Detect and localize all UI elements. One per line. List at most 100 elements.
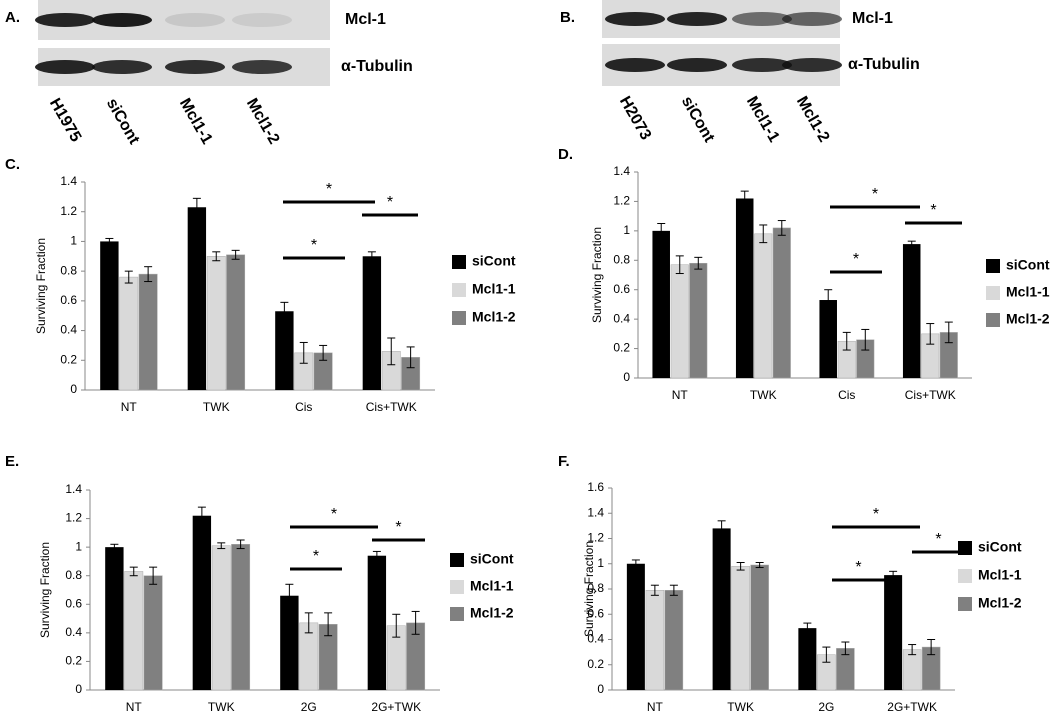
y-tick-label: 1.2 bbox=[587, 531, 604, 545]
significance-star: * bbox=[872, 186, 878, 203]
blot-band bbox=[232, 60, 292, 74]
legend-swatch bbox=[450, 607, 464, 621]
error-bar bbox=[129, 566, 138, 577]
y-tick-label: 0.4 bbox=[613, 311, 630, 325]
error-bar bbox=[755, 561, 764, 569]
x-tick-label: 2G bbox=[818, 700, 834, 714]
bar bbox=[884, 575, 903, 690]
error-bar bbox=[387, 337, 396, 366]
error-bar bbox=[717, 520, 726, 537]
legend-label: Mcl1-2 bbox=[978, 595, 1022, 611]
error-bar bbox=[759, 224, 768, 244]
panel-label: B. bbox=[560, 9, 575, 26]
significance-star: * bbox=[313, 548, 319, 565]
y-tick-label: 0 bbox=[70, 382, 77, 396]
x-tick-label: TWK bbox=[208, 700, 235, 714]
error-bar bbox=[694, 256, 703, 270]
significance-star: * bbox=[873, 506, 879, 523]
y-tick-label: 0.6 bbox=[613, 282, 630, 296]
y-tick-label: 0.4 bbox=[587, 632, 604, 646]
bar bbox=[902, 649, 922, 691]
x-tick-label: TWK bbox=[203, 400, 230, 414]
error-bar bbox=[392, 613, 401, 638]
y-tick-label: 1.6 bbox=[587, 480, 604, 494]
significance-star: * bbox=[395, 519, 401, 536]
error-bar bbox=[944, 321, 953, 344]
bar bbox=[100, 241, 119, 390]
y-tick-label: 0 bbox=[75, 682, 82, 696]
y-tick-label: 0.2 bbox=[613, 341, 630, 355]
legend-label: siCont bbox=[472, 253, 516, 269]
bar bbox=[712, 528, 731, 690]
legend-label: Mcl1-1 bbox=[978, 567, 1022, 583]
x-tick-label: TWK bbox=[727, 700, 754, 714]
x-tick-label: 2G bbox=[301, 700, 317, 714]
legend-swatch bbox=[958, 597, 972, 611]
x-tick-label: NT bbox=[121, 400, 138, 414]
error-bar bbox=[841, 641, 850, 656]
significance-star: * bbox=[311, 237, 317, 254]
blot-band bbox=[232, 13, 292, 27]
legend-label: Mcl1-2 bbox=[1006, 311, 1050, 327]
blot-band bbox=[605, 58, 665, 72]
y-tick-label: 1.2 bbox=[65, 511, 82, 525]
legend-swatch bbox=[986, 313, 1000, 327]
bar bbox=[124, 571, 144, 691]
panel-label: E. bbox=[5, 453, 19, 470]
bar bbox=[626, 563, 645, 690]
y-tick-label: 0.2 bbox=[587, 657, 604, 671]
bar bbox=[735, 198, 754, 378]
error-bar bbox=[285, 583, 294, 608]
error-bar bbox=[217, 542, 226, 550]
y-tick-label: 0.8 bbox=[60, 263, 77, 277]
bar bbox=[105, 547, 124, 690]
error-bar bbox=[105, 237, 114, 245]
band-label: Mcl-1 bbox=[852, 10, 893, 27]
panel-label: A. bbox=[5, 9, 20, 26]
x-tick-label: Cis+TWK bbox=[366, 400, 417, 414]
bar bbox=[689, 262, 708, 379]
error-bar bbox=[842, 331, 851, 351]
blot-band bbox=[165, 60, 225, 74]
bar bbox=[664, 590, 684, 691]
error-bar bbox=[926, 323, 935, 345]
y-tick-label: 0 bbox=[597, 682, 604, 696]
y-tick-label: 0.6 bbox=[587, 606, 604, 620]
bar bbox=[731, 566, 750, 691]
lane-label: H1975 bbox=[46, 96, 84, 145]
blot-band bbox=[732, 12, 792, 26]
bar bbox=[798, 628, 817, 690]
band-label: α-Tubulin bbox=[848, 56, 920, 73]
legend-swatch bbox=[986, 286, 1000, 300]
legend-label: Mcl1-2 bbox=[470, 605, 514, 621]
y-tick-label: 0.8 bbox=[587, 581, 604, 595]
bar bbox=[362, 256, 382, 390]
x-tick-label: NT bbox=[647, 700, 664, 714]
y-tick-label: 1 bbox=[623, 223, 630, 237]
error-bar bbox=[411, 610, 420, 635]
x-tick-label: Cis+TWK bbox=[905, 388, 956, 402]
x-tick-label: Cis bbox=[295, 400, 312, 414]
bar bbox=[226, 254, 246, 391]
error-bar bbox=[324, 612, 333, 637]
error-bar bbox=[367, 251, 376, 262]
x-tick-label: Cis bbox=[838, 388, 855, 402]
legend-swatch bbox=[450, 580, 464, 594]
error-bar bbox=[372, 550, 381, 561]
y-tick-label: 1.2 bbox=[613, 194, 630, 208]
legend-label: siCont bbox=[470, 551, 514, 567]
error-bar bbox=[908, 644, 917, 656]
bar bbox=[138, 273, 158, 391]
error-bar bbox=[319, 344, 328, 361]
error-bar bbox=[803, 622, 812, 634]
legend-swatch bbox=[958, 569, 972, 583]
legend-swatch bbox=[450, 553, 464, 567]
lane-label: Mcl1-1 bbox=[176, 96, 216, 148]
y-tick-label: 1.4 bbox=[60, 174, 77, 188]
y-tick-label: 0.6 bbox=[60, 293, 77, 307]
lane-label: H2073 bbox=[616, 94, 654, 143]
bar bbox=[119, 276, 139, 391]
x-tick-label: NT bbox=[126, 700, 143, 714]
error-bar bbox=[192, 197, 201, 217]
